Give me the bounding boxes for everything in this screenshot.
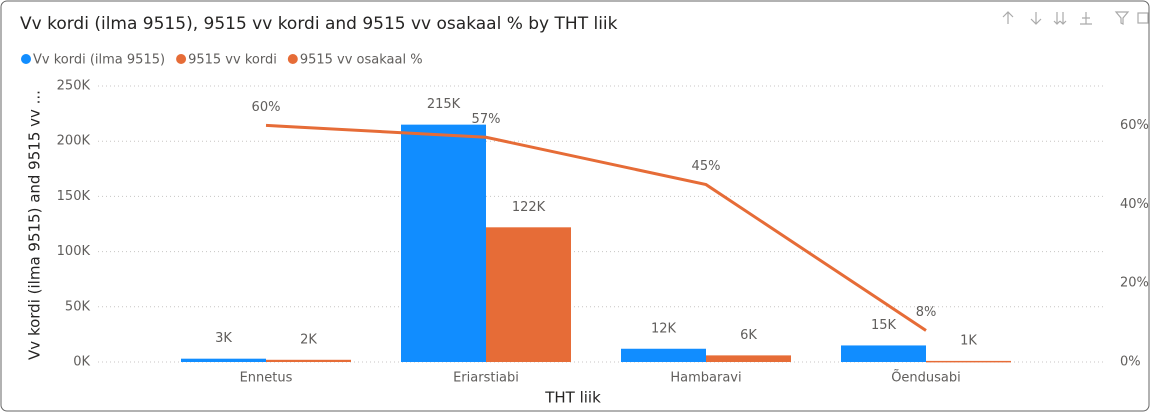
y-axis-title: Vv kordi (ilma 9515) and 9515 vv ... xyxy=(26,90,44,360)
data-label: 57% xyxy=(472,112,501,127)
y-tick-label: 0K xyxy=(73,355,90,370)
data-label: 3K xyxy=(215,331,232,346)
y-tick-label: 250K xyxy=(57,79,91,94)
y-tick-label: 50K xyxy=(65,299,91,314)
x-axis-title: THT liik xyxy=(544,389,601,407)
legend-label: Vv kordi (ilma 9515) xyxy=(33,53,165,68)
toolbar[interactable] xyxy=(1002,11,1149,25)
data-label: 215K xyxy=(427,97,461,112)
data-label: 8% xyxy=(916,305,937,320)
x-tick-label: Eriarstiabi xyxy=(453,371,519,386)
y2-tick-label: 20% xyxy=(1120,276,1149,291)
bar xyxy=(401,124,486,362)
y2-tick-label: 40% xyxy=(1120,197,1149,212)
legend-swatch xyxy=(176,54,187,64)
legend-swatch xyxy=(21,54,31,64)
legend-label: 9515 vv osakaal % xyxy=(300,53,423,68)
line xyxy=(265,123,927,332)
x-tick-label: Ennetus xyxy=(240,371,293,386)
data-label: 60% xyxy=(252,100,281,115)
y2-tick-label: 60% xyxy=(1120,118,1149,133)
bar xyxy=(181,358,266,362)
bar xyxy=(621,348,706,362)
data-label: 6K xyxy=(740,328,757,343)
data-label: 45% xyxy=(692,159,721,174)
data-label: 122K xyxy=(512,200,546,215)
y-tick-label: 100K xyxy=(57,244,91,259)
x-tick-label: Õendusabi xyxy=(891,370,961,386)
data-label: 1K xyxy=(960,333,977,348)
bar xyxy=(926,360,1011,363)
y-tick-label: 200K xyxy=(57,134,91,149)
bar xyxy=(266,359,351,362)
data-label: 2K xyxy=(300,332,317,347)
x-tick-label: Hambaravi xyxy=(670,371,741,386)
chart-title: Vv kordi (ilma 9515), 9515 vv kordi and … xyxy=(20,14,618,34)
legend-label: 9515 vv kordi xyxy=(188,53,277,68)
bar xyxy=(841,345,926,362)
data-label: 12K xyxy=(651,321,677,336)
bar xyxy=(706,355,791,362)
data-label: 15K xyxy=(871,318,897,333)
bar xyxy=(486,227,571,362)
legend-swatch xyxy=(287,54,298,64)
y2-tick-label: 0% xyxy=(1120,355,1141,370)
y-tick-label: 150K xyxy=(57,189,91,204)
